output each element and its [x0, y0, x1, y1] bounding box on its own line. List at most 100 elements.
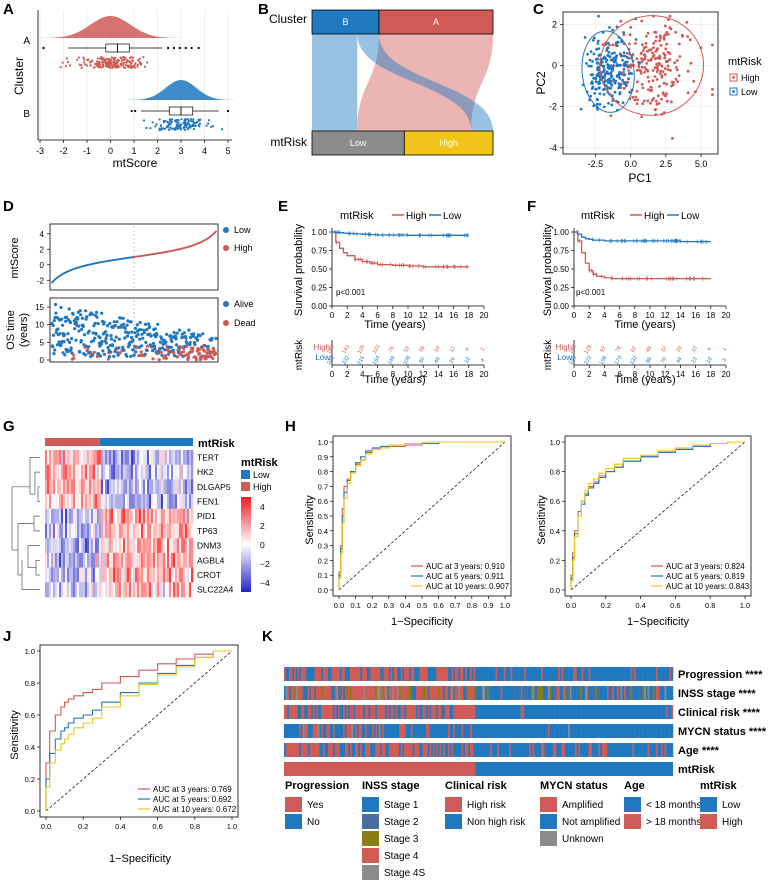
- panel-g-cell: [155, 508, 158, 524]
- panel-c-point: [595, 61, 599, 64]
- panel-k-cell-inss: [541, 686, 544, 700]
- panel-c-point: [611, 66, 615, 70]
- panel-k-cell-progression: [331, 667, 334, 681]
- panel-g-cell: [49, 552, 52, 568]
- panel-k-cell-inss: [649, 686, 652, 700]
- panel-d-alive-point: [96, 321, 100, 326]
- panel-k-cell-clinical: [581, 705, 584, 719]
- panel-k-cell-inss: [349, 686, 352, 700]
- panel-g-cell: [45, 464, 48, 480]
- panel-k-cell-inss: [598, 686, 601, 700]
- panel-k-cell-mycn: [605, 724, 608, 738]
- panel-k-cell-progression: [579, 667, 582, 681]
- panel-k-cell-age: [338, 743, 341, 757]
- panel-c-point: [668, 52, 672, 55]
- panel-g-cell: [103, 552, 106, 568]
- panel-k-legend-key: [540, 814, 557, 829]
- panel-g-cell: [47, 538, 50, 554]
- panel-k-cell-inss: [409, 686, 412, 700]
- panel-k-cell-inss: [371, 686, 374, 700]
- panel-c-point: [619, 63, 622, 67]
- panel-e-legend-high: High: [406, 211, 427, 222]
- panel-a-point: [183, 126, 186, 129]
- panel-k-cell-mycn: [439, 724, 442, 738]
- panel-c-point: [598, 78, 602, 82]
- panel-k-cell-progression: [348, 667, 351, 681]
- panel-h-legend-label-3: AUC at 10 years: 0.907: [426, 582, 510, 591]
- panel-g-cell: [125, 494, 128, 510]
- panel-c-point: [640, 60, 644, 64]
- panel-k-cell-progression: [485, 667, 488, 681]
- panel-g-cell: [61, 479, 64, 495]
- panel-f-xtick-label: 6: [617, 311, 622, 320]
- panel-k-cell-clinical: [662, 705, 665, 719]
- panel-g-cell: [115, 567, 118, 583]
- panel-f-xtick-label: 10: [646, 311, 655, 320]
- panel-k-cell-progression: [666, 667, 669, 681]
- panel-f-ytick-label: 0.75: [553, 247, 569, 256]
- panel-c-point: [623, 82, 626, 86]
- panel-c-point: [594, 58, 598, 61]
- panel-h-xtick-label: 0.3: [384, 601, 394, 610]
- panel-g-cell: [137, 464, 140, 480]
- panel-k-cell-mycn: [591, 724, 594, 738]
- panel-e-xtick-label: 8: [391, 311, 396, 320]
- panel-g-cell: [131, 479, 134, 495]
- panel-g-cell: [75, 494, 78, 510]
- panel-i-diagonal: [570, 441, 746, 591]
- panel-k-cell-progression: [358, 667, 361, 681]
- panel-k-cell-mycn: [429, 724, 432, 738]
- panel-k-cell-inss: [431, 686, 434, 700]
- panel-g-cell: [69, 508, 72, 524]
- panel-k-cell-age: [363, 743, 366, 757]
- panel-k-cell-clinical: [649, 705, 652, 719]
- panel-c-point: [622, 86, 626, 90]
- panel-k-cell-age: [400, 743, 403, 757]
- panel-k-cell-age: [514, 743, 516, 757]
- panel-k-cell-mycn: [598, 724, 601, 738]
- panel-k-cell-inss: [353, 686, 356, 700]
- panel-k-cell-inss: [667, 686, 670, 700]
- panel-letter-d: D: [3, 198, 14, 215]
- panel-c-point: [590, 87, 594, 90]
- panel-c-point: [602, 68, 606, 72]
- panel-d-alive-point: [79, 339, 83, 343]
- panel-k-cell-age: [652, 743, 655, 757]
- panel-d-alive-point: [158, 340, 162, 344]
- panel-g-cell: [147, 494, 150, 510]
- panel-j-curve-3: [45, 650, 232, 811]
- panel-g-cell: [133, 464, 136, 480]
- panel-k-cell-clinical: [289, 705, 292, 719]
- panel-c-point: [640, 19, 644, 23]
- panel-d-alive-point: [98, 336, 102, 340]
- panel-k-cell-clinical: [569, 705, 572, 719]
- panel-k-cell-inss: [524, 686, 527, 700]
- panel-k-legend-key: [285, 814, 302, 829]
- panel-a-point: [186, 123, 189, 126]
- panel-k-cell-inss: [639, 686, 642, 700]
- panel-e-table-count-low: 184: [372, 355, 382, 366]
- panel-k-cell-age: [422, 743, 425, 757]
- panel-g-cell: [63, 552, 66, 568]
- panel-k-cell-mycn: [627, 724, 630, 738]
- panel-k-cell-clinical: [493, 705, 496, 719]
- panel-g-cell: [121, 494, 124, 510]
- panel-g-cell: [103, 523, 106, 539]
- panel-g-cell: [115, 552, 118, 568]
- panel-d-alive-point: [135, 323, 139, 327]
- panel-k-cell-progression: [302, 667, 305, 681]
- panel-k-cell-clinical: [483, 705, 486, 719]
- panel-k-cell-progression: [524, 667, 527, 681]
- panel-k-cell-clinical: [410, 705, 413, 719]
- panel-g-cell: [61, 582, 64, 598]
- panel-c-point: [635, 90, 639, 93]
- panel-g-cell: [53, 523, 56, 539]
- panel-d-dead-point: [187, 355, 191, 359]
- panel-f-table-count-low: 3: [722, 358, 729, 364]
- panel-f-xtick-label: 16: [691, 311, 700, 320]
- panel-a-point: [159, 124, 162, 128]
- panel-k-cell-clinical: [503, 705, 506, 719]
- panel-k-cell-age: [366, 743, 369, 757]
- panel-g-cell: [89, 479, 92, 495]
- panel-k-cell-progression: [634, 667, 637, 681]
